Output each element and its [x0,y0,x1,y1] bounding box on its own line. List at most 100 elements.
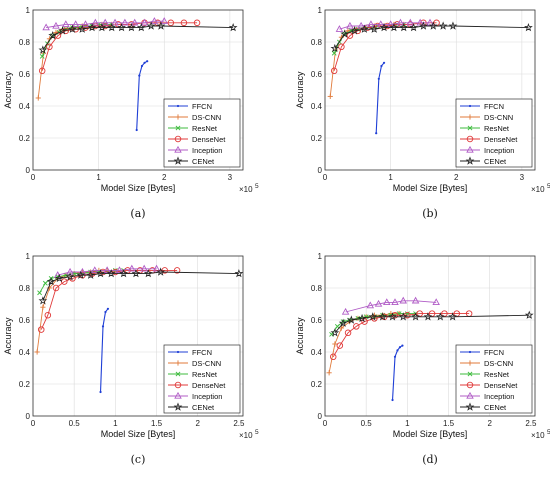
point-ds-cnn [326,370,332,376]
legend-marker-ds-cnn [467,114,473,120]
y-tick-label: 0.2 [311,134,323,143]
point-ds-cnn [327,93,333,99]
point-densenet [167,19,175,27]
y-tick-label: 0.8 [19,38,31,47]
point-inception [140,264,148,272]
y-tick-label: 0 [26,166,31,175]
x-axis-label: Model Size [Bytes] [101,429,176,439]
point-inception [432,298,440,306]
point-ffcn [143,61,146,64]
y-axis-label: Accuracy [295,317,305,355]
point-inception [103,266,111,274]
point-ffcn [382,61,386,64]
point-inception [366,301,375,309]
legend-label-resnet: ResNet [484,370,510,379]
legend-label-ffcn: FFCN [484,348,504,357]
series-line-inception [57,268,157,276]
point-densenet [161,267,169,274]
point-cenet [369,24,379,33]
point-cenet [127,23,136,32]
point-inception [391,298,399,306]
legend-label-ds-cnn: DS-CNN [192,113,221,122]
legend-marker-resnet [175,125,181,131]
point-inception [121,18,129,26]
point-cenet [399,23,409,32]
point-cenet [143,269,153,278]
point-cenet [156,21,166,30]
x-exponent-power: 5 [547,183,550,190]
legend-label-ffcn: FFCN [484,102,504,111]
point-cenet [347,315,356,324]
legend-label-ffcn: FFCN [192,348,212,357]
point-inception [411,296,420,304]
point-inception [160,17,169,24]
legend-marker-ffcn [468,350,472,354]
point-inception [367,20,375,28]
point-inception [382,298,391,306]
legend-label-cenet: CENet [484,157,507,166]
point-densenet [404,311,411,319]
point-densenet [112,268,119,276]
point-cenet [411,312,420,321]
legend-box [163,344,241,414]
y-tick-label: 0.8 [311,38,323,47]
legend-marker-inception [174,145,182,153]
y-tick-label: 0.8 [311,284,323,293]
y-tick-label: 0.6 [311,316,323,325]
point-densenet [361,318,368,325]
legend-marker-ds-cnn [175,114,181,120]
point-cenet [419,21,428,30]
point-inception [52,21,60,29]
series-line-densenet [333,22,437,71]
point-cenet [338,318,348,327]
legend-label-resnet: ResNet [192,370,218,379]
point-cenet [38,45,48,54]
legend-marker-densenet [174,381,182,389]
point-densenet [353,323,360,330]
point-cenet [119,269,128,278]
point-cenet [398,312,408,321]
series-line-ffcn [375,62,385,134]
y-tick-label: 0.6 [19,70,31,79]
legend-label-densenet: DenseNet [192,381,226,390]
point-densenet [37,326,45,333]
point-ffcn [140,64,144,68]
point-inception [341,307,350,315]
x-tick-label: 1 [405,419,410,428]
x-tick-label: 0.5 [69,419,81,428]
y-axis-label: Accuracy [295,71,305,109]
point-cenet [388,312,397,321]
point-cenet [448,21,458,30]
point-cenet [58,26,67,35]
y-tick-label: 0.2 [311,380,323,389]
point-inception [81,20,90,28]
y-tick-label: 0.4 [311,102,323,111]
y-tick-label: 0.4 [19,348,31,357]
legend-label-cenet: CENet [484,403,507,412]
point-densenet [173,267,181,274]
point-densenet [329,353,337,361]
y-tick-label: 0.4 [19,102,31,111]
legend-marker-resnet [175,371,181,377]
plot-frame [324,255,536,417]
point-inception [396,18,405,26]
y-axis-label: Accuracy [3,317,13,355]
legend-label-ffcn: FFCN [192,102,212,111]
point-densenet [346,32,354,39]
point-cenet [87,23,97,32]
series-line-inception [46,20,165,29]
point-cenet [435,312,445,321]
legend: FFCN DS-CNN ResNet DenseNet Inception CENet [163,98,241,168]
panel-b: 0 0.2 0.4 0.6 0.8 1 0 1 2 3 Model Size [Bytes] Accu… [295,6,550,220]
point-densenet [38,67,46,75]
point-densenet [193,19,201,27]
point-densenet [344,329,352,337]
point-inception [42,23,50,31]
legend-label-densenet: DenseNet [484,135,518,144]
legend-label-ds-cnn: DS-CNN [192,359,221,368]
x-exponent-label: ×10 [239,185,253,194]
series-line-cenet [42,271,239,301]
legend-marker-ffcn [176,104,180,108]
point-densenet [52,284,60,292]
